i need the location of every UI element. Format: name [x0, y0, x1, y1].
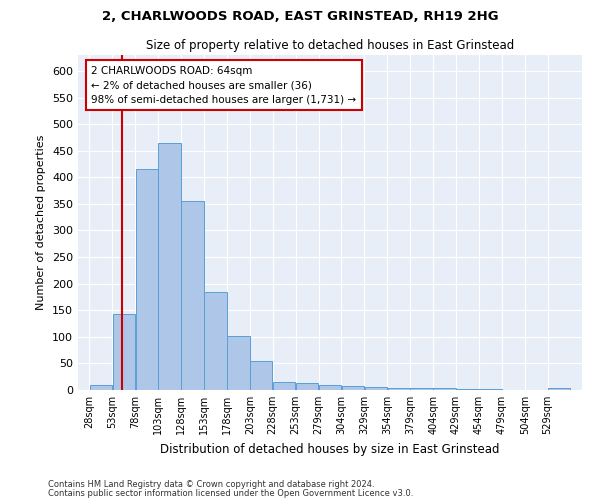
Bar: [227, 336, 250, 390]
Bar: [136, 170, 158, 390]
Y-axis label: Number of detached properties: Number of detached properties: [37, 135, 46, 310]
Title: Size of property relative to detached houses in East Grinstead: Size of property relative to detached ho…: [146, 40, 514, 52]
Bar: [410, 388, 433, 390]
Bar: [250, 362, 272, 390]
Bar: [548, 388, 571, 390]
Bar: [89, 384, 112, 390]
Text: 2, CHARLWOODS ROAD, EAST GRINSTEAD, RH19 2HG: 2, CHARLWOODS ROAD, EAST GRINSTEAD, RH19…: [101, 10, 499, 23]
Text: Contains HM Land Registry data © Crown copyright and database right 2024.: Contains HM Land Registry data © Crown c…: [48, 480, 374, 489]
Bar: [456, 389, 479, 390]
Bar: [273, 382, 295, 390]
Bar: [433, 388, 456, 390]
Bar: [341, 386, 364, 390]
Bar: [388, 388, 410, 390]
Bar: [319, 384, 341, 390]
Bar: [204, 292, 227, 390]
Text: Contains public sector information licensed under the Open Government Licence v3: Contains public sector information licen…: [48, 490, 413, 498]
Bar: [181, 201, 204, 390]
Bar: [113, 314, 135, 390]
Bar: [158, 142, 181, 390]
Bar: [296, 383, 319, 390]
X-axis label: Distribution of detached houses by size in East Grinstead: Distribution of detached houses by size …: [160, 442, 500, 456]
Text: 2 CHARLWOODS ROAD: 64sqm
← 2% of detached houses are smaller (36)
98% of semi-de: 2 CHARLWOODS ROAD: 64sqm ← 2% of detache…: [91, 66, 356, 105]
Bar: [365, 388, 387, 390]
